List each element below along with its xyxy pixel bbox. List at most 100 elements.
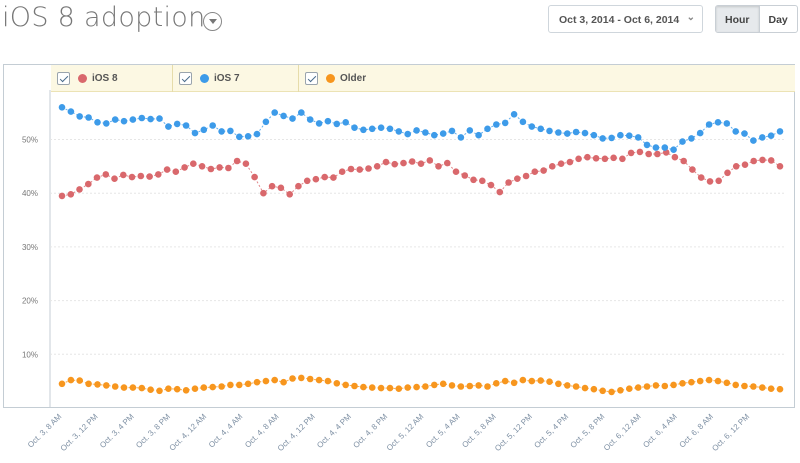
data-point xyxy=(564,382,571,389)
page-title: iOS 8 adoption xyxy=(2,2,206,33)
data-point xyxy=(360,126,367,134)
data-point xyxy=(572,383,580,390)
checkbox[interactable] xyxy=(57,72,70,85)
legend-item-ios7[interactable]: iOS 7 xyxy=(173,65,299,92)
data-point xyxy=(360,383,367,391)
x-tick-label: Oct. 4, 4 PM xyxy=(315,412,353,450)
data-point xyxy=(670,381,677,389)
data-point xyxy=(475,382,482,389)
data-point xyxy=(493,380,500,387)
data-point xyxy=(546,378,553,386)
data-point xyxy=(457,383,465,390)
data-point xyxy=(466,127,474,134)
data-point xyxy=(147,115,154,123)
data-point xyxy=(501,377,509,385)
data-point xyxy=(120,384,128,391)
data-point xyxy=(670,146,677,153)
chevron-down-icon: ⌄ xyxy=(686,12,695,23)
data-point xyxy=(696,129,704,137)
legend-item-ios8[interactable]: iOS 8 xyxy=(51,65,173,92)
data-point xyxy=(200,126,208,134)
data-point xyxy=(138,114,146,122)
data-point xyxy=(262,377,270,385)
data-point xyxy=(608,134,615,142)
data-point xyxy=(155,171,162,178)
data-point xyxy=(531,168,539,175)
data-point xyxy=(422,383,429,390)
checkbox[interactable] xyxy=(179,72,192,85)
data-point xyxy=(94,119,101,126)
data-point xyxy=(342,381,350,389)
data-point xyxy=(165,123,172,130)
data-point xyxy=(505,179,512,186)
series-color-swatch xyxy=(200,74,209,83)
data-point xyxy=(76,186,83,193)
data-point xyxy=(271,109,279,116)
hour-button[interactable]: Hour xyxy=(716,6,759,32)
data-point xyxy=(599,135,606,142)
data-point xyxy=(546,127,553,135)
data-point xyxy=(408,158,416,165)
data-point xyxy=(759,384,766,391)
data-point xyxy=(58,380,66,388)
data-point xyxy=(741,130,748,137)
data-point xyxy=(103,382,110,389)
data-point xyxy=(156,387,163,395)
data-point xyxy=(439,130,447,137)
legend-item-older[interactable]: Older xyxy=(299,65,409,92)
data-point xyxy=(324,377,332,385)
data-point xyxy=(724,169,731,177)
data-point xyxy=(528,123,536,130)
data-point xyxy=(619,155,626,163)
data-point xyxy=(510,111,518,118)
data-point xyxy=(298,109,305,116)
data-point xyxy=(680,157,687,165)
data-point xyxy=(750,157,757,165)
data-point xyxy=(767,385,775,393)
data-point xyxy=(386,384,394,392)
chevron-down-icon[interactable] xyxy=(203,12,222,31)
data-point xyxy=(253,378,261,386)
data-point xyxy=(679,138,686,145)
data-point xyxy=(333,120,341,128)
data-point xyxy=(626,385,633,393)
data-point xyxy=(457,134,465,141)
data-point xyxy=(156,115,163,122)
data-point xyxy=(643,141,651,149)
data-point xyxy=(200,384,208,391)
data-point xyxy=(324,117,332,125)
x-tick-label: Oct. 4, 8 AM xyxy=(243,412,281,450)
data-point xyxy=(537,125,544,133)
data-point xyxy=(496,188,504,196)
data-point xyxy=(351,124,358,131)
data-point xyxy=(750,383,757,390)
date-range-picker[interactable]: Oct 3, 2014 - Oct 6, 2014 ⌄ xyxy=(548,5,703,33)
data-point xyxy=(627,149,635,157)
data-point xyxy=(93,174,101,181)
data-point xyxy=(776,128,784,135)
data-point xyxy=(190,160,197,167)
data-point xyxy=(209,122,216,129)
day-button[interactable]: Day xyxy=(758,6,797,32)
x-tick-label: Oct. 5, 8 AM xyxy=(460,412,498,450)
chart-panel: iOS 8 iOS 7 Older xyxy=(3,64,795,408)
data-point xyxy=(129,384,137,391)
data-point xyxy=(58,192,66,200)
data-point xyxy=(487,181,495,189)
data-point xyxy=(262,118,270,126)
x-tick-label: Oct. 4, 8 PM xyxy=(351,412,389,450)
data-point xyxy=(129,116,137,123)
data-point xyxy=(723,120,731,127)
data-point xyxy=(182,387,190,394)
data-point xyxy=(439,380,447,388)
data-point xyxy=(315,376,323,384)
data-point xyxy=(391,160,399,168)
data-point xyxy=(564,130,571,137)
data-point xyxy=(444,159,451,167)
checkbox[interactable] xyxy=(305,72,318,85)
data-point xyxy=(759,156,766,164)
data-point xyxy=(244,133,252,140)
data-point xyxy=(706,178,714,185)
legend-label: Older xyxy=(340,73,367,84)
data-point xyxy=(111,116,119,123)
